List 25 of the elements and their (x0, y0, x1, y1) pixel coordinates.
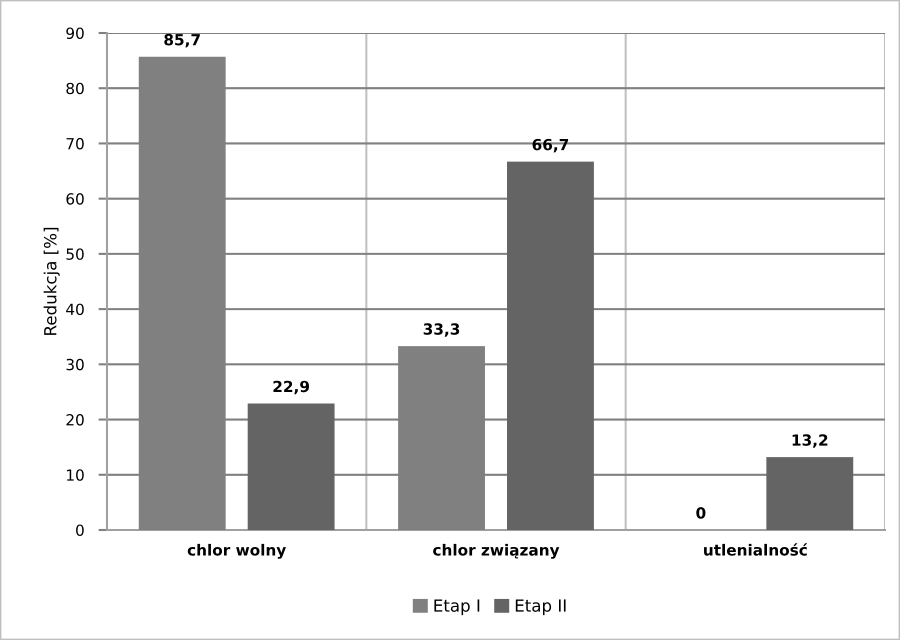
x-tick-label: chlor wolny (188, 544, 286, 559)
y-tick-label: 50 (66, 248, 84, 260)
y-tick-label: 30 (66, 358, 84, 370)
bar (766, 457, 854, 530)
y-tick-label: 10 (67, 469, 84, 481)
bar (507, 162, 594, 530)
y-tick-label: 0 (76, 524, 84, 536)
y-tick-label: 60 (66, 193, 84, 205)
x-tick-label: utlenialność (704, 543, 808, 556)
y-tick-label: 40 (66, 304, 84, 316)
legend-label: Etap II (516, 599, 566, 616)
text: 33,3 (424, 323, 460, 337)
legend-label: Etap I (434, 599, 480, 616)
y-tick-label: 80 (66, 82, 84, 94)
y-tick-label: 90 (66, 27, 84, 40)
y-axis-title: Redukcja [%] (44, 228, 60, 335)
y-tick-label: 70 (66, 138, 84, 150)
text: 0 (696, 507, 706, 519)
text: 13,2 (792, 434, 828, 448)
x-tick-label: chlor związany (433, 544, 560, 559)
bar (248, 404, 335, 530)
text: 22,9 (273, 380, 309, 394)
y-tick-label: 20 (66, 414, 84, 426)
text: 66,7 (532, 138, 568, 152)
text: 85,7 (164, 34, 200, 48)
